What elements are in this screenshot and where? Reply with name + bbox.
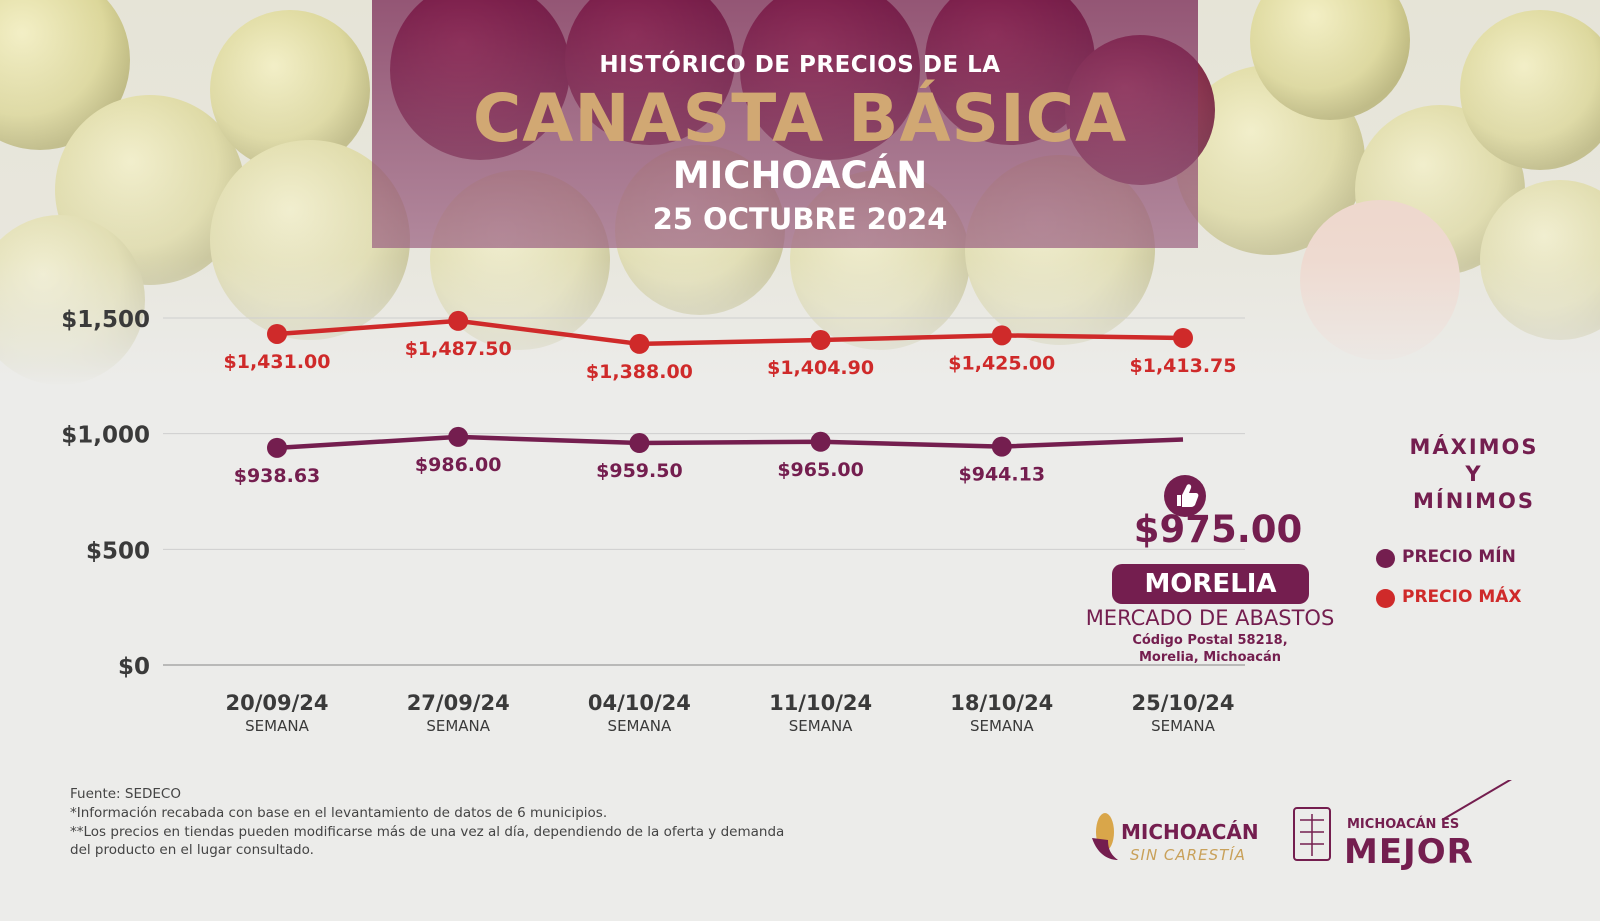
corn-icon	[1092, 813, 1118, 860]
footnote: *Información recabada con base en el lev…	[70, 805, 608, 821]
x-tick-sublabel: SEMANA	[608, 717, 672, 735]
data-point	[629, 433, 650, 454]
chart-grid	[163, 317, 1245, 666]
logo-subtext: MEJOR	[1344, 832, 1474, 872]
page-title: CANASTA BÁSICA	[472, 80, 1128, 157]
x-axis-ticks: 20/09/24 SEMANA 27/09/24 SEMANA 04/10/24 SEMA…	[225, 691, 1234, 735]
data-label: $1,404.90	[767, 357, 874, 379]
data-label: $1,413.75	[1130, 355, 1237, 377]
legend-max-swatch	[1376, 589, 1395, 608]
report-date: 25 OCTUBRE 2024	[652, 202, 948, 236]
x-tick-sublabel: SEMANA	[789, 717, 853, 735]
data-label: $1,487.50	[405, 338, 512, 360]
x-tick-label: 25/10/24	[1131, 691, 1234, 715]
data-label: $944.13	[959, 464, 1046, 486]
thumbs-up-icon	[1164, 475, 1206, 517]
y-tick-label: $500	[86, 538, 150, 564]
state-seal-icon	[1293, 807, 1331, 861]
michoacan-sin-carestia-logo: MICHOACÁN SIN CARESTÍA	[1092, 813, 1259, 864]
x-tick-label: 11/10/24	[769, 691, 872, 715]
y-axis-ticks: $0 $500 $1,000 $1,500	[61, 307, 150, 680]
y-tick-label: $1,000	[61, 423, 150, 449]
x-tick-label: 04/10/24	[588, 691, 691, 715]
data-point	[1173, 327, 1193, 348]
data-label: $986.00	[415, 454, 502, 476]
x-tick-label: 18/10/24	[950, 691, 1053, 715]
series-line	[276, 434, 1184, 451]
x-tick-label: 20/09/24	[225, 691, 328, 715]
data-point	[810, 431, 831, 452]
legend-title-line: MÍNIMOS	[1413, 489, 1535, 513]
legend-max-label: PRECIO MÁX	[1402, 587, 1522, 607]
data-label: $1,431.00	[224, 351, 331, 373]
series-line	[276, 318, 1184, 347]
x-tick-sublabel: SEMANA	[970, 717, 1034, 735]
data-point	[991, 325, 1012, 346]
chart-series: $1,431.00 $1,487.50 $1,388.00 $1,404.90 $1,4…	[224, 310, 1237, 487]
address-line: Código Postal 58218,	[1132, 633, 1288, 648]
data-point	[267, 437, 287, 458]
highlight-value: $975.00	[1133, 508, 1303, 551]
logo-text: MICHOACÁN	[1121, 820, 1259, 844]
legend-min-swatch	[1376, 549, 1395, 568]
logo-subtext: SIN CARESTÍA	[1130, 845, 1246, 864]
y-tick-label: $1,500	[61, 307, 150, 333]
data-label: $1,388.00	[586, 361, 693, 383]
x-tick-sublabel: SEMANA	[1151, 717, 1215, 735]
x-tick-sublabel: SEMANA	[426, 717, 490, 735]
legend-title-line: Y	[1465, 462, 1483, 486]
region-title: MICHOACÁN	[672, 154, 928, 197]
cable-line	[1441, 780, 1512, 821]
data-point	[810, 329, 831, 350]
y-tick-label: $0	[118, 654, 150, 680]
legend-min-label: PRECIO MÍN	[1402, 547, 1516, 567]
pre-title: HISTÓRICO DE PRECIOS DE LA	[599, 52, 1001, 78]
data-label: $1,425.00	[948, 352, 1055, 374]
data-point	[448, 426, 469, 447]
market-name: MERCADO DE ABASTOS	[1085, 606, 1335, 630]
data-point	[267, 323, 287, 344]
address-line: Morelia, Michoacán	[1138, 650, 1282, 665]
data-point	[629, 333, 650, 354]
footnote: **Los precios en tiendas pueden modifica…	[70, 824, 785, 840]
x-tick-label: 27/09/24	[407, 691, 510, 715]
data-label: $965.00	[777, 459, 864, 481]
legend-title-line: MÁXIMOS	[1409, 435, 1539, 459]
city-badge: MORELIA	[1112, 564, 1309, 604]
footnote: del producto en el lugar consultado.	[70, 842, 314, 858]
data-label: $959.50	[596, 460, 683, 482]
data-point	[991, 436, 1012, 457]
data-label: $938.63	[234, 465, 321, 487]
x-tick-sublabel: SEMANA	[245, 717, 309, 735]
logo-text: MICHOACÁN ES	[1347, 816, 1459, 832]
michoacan-es-mejor-logo: MICHOACÁN ES MEJOR	[1293, 780, 1512, 872]
source-note: Fuente: SEDECO	[70, 786, 181, 802]
data-point	[448, 310, 469, 331]
